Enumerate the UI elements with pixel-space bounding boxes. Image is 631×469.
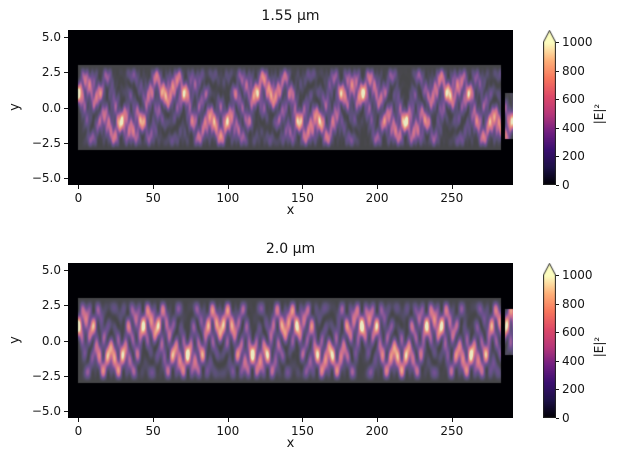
y-tick-mark <box>64 305 68 307</box>
y-tick-label: 2.5 <box>41 65 61 80</box>
x-tick-mark <box>227 185 229 189</box>
colorbar-tick-mark <box>556 360 559 362</box>
colorbar-tick-mark <box>556 275 559 276</box>
y-tick-mark <box>64 72 68 74</box>
x-tick-label: 100 <box>216 424 240 438</box>
colorbar-tick-label: 1000 <box>562 268 593 282</box>
heatmap-canvas <box>68 263 513 418</box>
y-tick-label: 0.0 <box>41 100 61 115</box>
x-tick-label: 0 <box>74 424 83 438</box>
x-tick-mark <box>153 185 155 189</box>
colorbar-tick-label: 1000 <box>562 35 593 49</box>
colorbar-tick-mark <box>556 156 559 158</box>
x-axis-label: x <box>286 436 295 451</box>
x-tick-label: 150 <box>290 191 314 205</box>
x-tick-label: 250 <box>440 424 464 438</box>
x-axis-label: x <box>286 203 295 218</box>
x-tick-label: 250 <box>440 191 464 205</box>
ticks-layer: 0 50 100 150 200 250 5.0 2.5 0.0 −2.5 −5.0 0 200 400 6… <box>0 237 631 469</box>
y-tick-mark <box>64 177 68 179</box>
colorbar-tick-mark <box>556 389 559 391</box>
colorbar-tick-label: 600 <box>562 92 585 107</box>
x-tick-mark <box>78 418 80 422</box>
colorbar-tick-mark <box>556 185 559 186</box>
y-tick-label: 5.0 <box>41 30 61 45</box>
y-tick-label: −2.5 <box>31 135 61 150</box>
y-tick-label: 5.0 <box>41 263 61 278</box>
y-tick-mark <box>64 142 68 144</box>
y-tick-label: −5.0 <box>31 170 61 185</box>
x-tick-label: 100 <box>216 191 240 205</box>
x-tick-label: 200 <box>365 191 389 205</box>
ticks-layer: 0 50 100 150 200 250 5.0 2.5 0.0 −2.5 −5.0 0 200 400 6… <box>0 4 631 237</box>
x-tick-mark <box>302 418 304 422</box>
panel-0: 1.55 µm x y |E|² 0 50 100 150 200 250 5.0 2.5 0.… <box>0 4 631 237</box>
heatmap-canvas <box>68 30 513 185</box>
y-tick-label: 2.5 <box>41 298 61 313</box>
plot-title: 2.0 µm <box>265 241 316 257</box>
x-tick-mark <box>227 418 229 422</box>
y-tick-label: 0.0 <box>41 333 61 348</box>
x-tick-label: 200 <box>365 424 389 438</box>
x-tick-mark <box>78 185 80 189</box>
colorbar-tick-mark <box>556 332 559 334</box>
panel-1: 2.0 µm x y |E|² 0 50 100 150 200 250 5.0 2.5 0.0… <box>0 237 631 469</box>
x-tick-label: 0 <box>74 191 83 205</box>
colorbar-tick-mark <box>556 70 559 72</box>
y-tick-label: −2.5 <box>31 368 61 383</box>
colorbar-canvas <box>543 263 556 418</box>
colorbar-tick-mark <box>556 99 559 101</box>
colorbar-tick-label: 0 <box>562 178 570 192</box>
colorbar-tick-label: 0 <box>562 411 570 425</box>
y-tick-label: −5.0 <box>31 403 61 418</box>
plot-title: 1.55 µm <box>261 8 320 24</box>
y-tick-mark <box>64 107 68 109</box>
colorbar-tick-label: 200 <box>562 382 585 397</box>
colorbar-tick-mark <box>556 418 559 419</box>
colorbar-tick-mark <box>556 127 559 129</box>
colorbar-tick-label: 800 <box>562 63 585 78</box>
colorbar-tick-mark <box>556 303 559 305</box>
x-tick-mark <box>377 418 379 422</box>
x-tick-mark <box>451 185 453 189</box>
y-tick-mark <box>64 410 68 412</box>
x-tick-label: 50 <box>145 424 161 438</box>
x-tick-mark <box>451 418 453 422</box>
colorbar-tick-label: 400 <box>562 353 585 368</box>
colorbar-tick-label: 200 <box>562 149 585 164</box>
x-tick-label: 50 <box>145 191 161 205</box>
y-tick-mark <box>64 340 68 342</box>
x-tick-label: 150 <box>290 424 314 438</box>
colorbar-tick-label: 800 <box>562 296 585 311</box>
y-tick-mark <box>64 37 68 39</box>
colorbar-tick-label: 400 <box>562 120 585 135</box>
y-tick-mark <box>64 375 68 377</box>
x-tick-mark <box>153 418 155 422</box>
colorbar-canvas <box>543 30 556 185</box>
y-tick-mark <box>64 270 68 272</box>
x-tick-mark <box>377 185 379 189</box>
colorbar-tick-mark <box>556 42 559 43</box>
x-tick-mark <box>302 185 304 189</box>
colorbar-tick-label: 600 <box>562 325 585 340</box>
